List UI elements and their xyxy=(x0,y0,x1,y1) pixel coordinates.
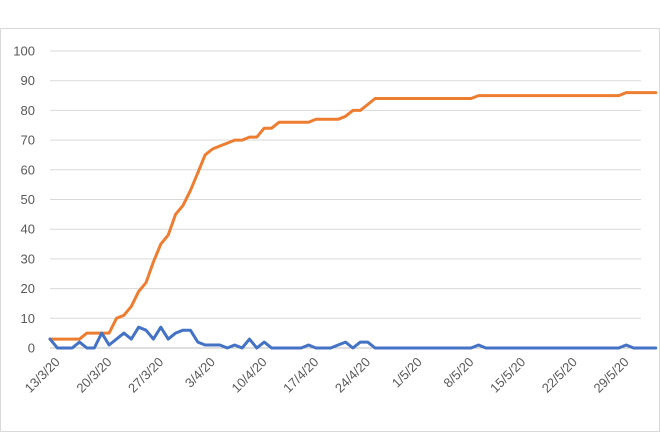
y-tick-label: 30 xyxy=(21,251,35,266)
line-chart: 0 10 20 30 40 50 60 70 80 90 100 13/3/20 20/3/20 27/… xyxy=(13,44,658,396)
y-tick-label: 50 xyxy=(21,192,35,207)
y-tick-label: 90 xyxy=(21,73,35,88)
series-line-2 xyxy=(48,325,658,350)
x-tick-label: 20/3/20 xyxy=(73,354,114,395)
chart-frame: 0 10 20 30 40 50 60 70 80 90 100 13/3/20 20/3/20 27/… xyxy=(0,28,660,432)
x-axis-ticks: 13/3/20 20/3/20 27/3/20 3/4/20 10/4/20 17/4/2… xyxy=(22,354,632,395)
y-tick-label: 80 xyxy=(21,103,35,118)
y-tick-label: 60 xyxy=(21,162,35,177)
y-tick-label: 20 xyxy=(21,281,35,296)
x-tick-label: 27/3/20 xyxy=(125,354,166,395)
y-tick-label: 100 xyxy=(13,44,35,59)
y-tick-label: 40 xyxy=(21,222,35,237)
x-tick-label: 24/4/20 xyxy=(332,354,373,395)
y-axis-ticks: 0 10 20 30 40 50 60 70 80 90 100 xyxy=(13,44,35,356)
y-tick-label: 70 xyxy=(21,133,35,148)
x-tick-label: 1/5/20 xyxy=(389,354,425,390)
x-tick-label: 22/5/20 xyxy=(539,354,580,395)
x-tick-label: 29/5/20 xyxy=(590,354,631,395)
x-tick-label: 13/3/20 xyxy=(22,354,63,395)
gridlines xyxy=(50,50,641,319)
x-tick-label: 8/5/20 xyxy=(440,354,476,390)
x-tick-label: 10/4/20 xyxy=(228,354,269,395)
series-lines xyxy=(48,91,658,350)
x-tick-label: 3/4/20 xyxy=(182,354,218,390)
x-tick-label: 15/5/20 xyxy=(487,354,528,395)
y-tick-label: 0 xyxy=(28,341,35,356)
y-tick-label: 10 xyxy=(21,311,35,326)
series-line-1 xyxy=(48,91,658,341)
x-tick-label: 17/4/20 xyxy=(280,354,321,395)
